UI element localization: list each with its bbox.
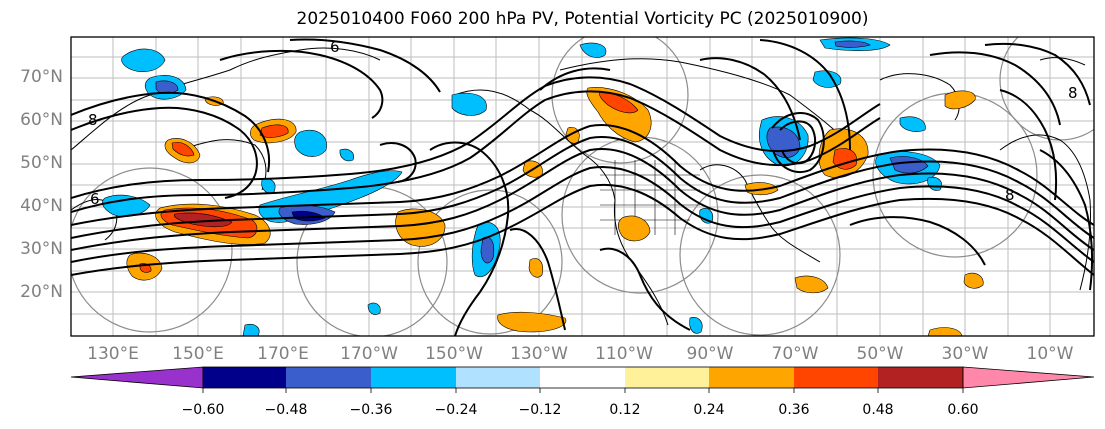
colorbar-segment bbox=[625, 367, 709, 388]
colorbar-segment bbox=[540, 367, 625, 388]
anomaly-neg-aleutian-small bbox=[339, 148, 354, 162]
contour-label: 8 bbox=[1005, 186, 1015, 204]
lon-label: 150°E bbox=[172, 344, 224, 364]
anomaly-neg-west-pacific-small bbox=[261, 178, 276, 194]
anomaly-neg-canada bbox=[579, 42, 607, 58]
lon-label: 170°W bbox=[340, 344, 398, 364]
lon-label: 90°W bbox=[686, 344, 734, 364]
contour-label: 6 bbox=[330, 38, 340, 56]
colorbar-segment bbox=[286, 367, 371, 388]
anomaly-greenland bbox=[944, 90, 976, 110]
lon-label: 70°W bbox=[771, 344, 819, 364]
anomaly-neg-mid-atlantic bbox=[927, 177, 942, 191]
colorbar-tick-label: 0.12 bbox=[609, 402, 641, 418]
negative-pv-anomalies bbox=[102, 37, 942, 336]
anomaly-neg-caribbean bbox=[689, 317, 703, 334]
anomaly-mexico bbox=[528, 258, 543, 278]
contour-labels: 8 6 6 8 8 bbox=[88, 38, 1078, 208]
anomaly-jet-west-dark bbox=[174, 212, 233, 228]
colorbar-tick-label: 0.48 bbox=[862, 402, 894, 418]
colorbar-segment bbox=[794, 367, 878, 388]
lat-label: 40°N bbox=[20, 196, 63, 216]
anomaly-neg-gulf-alaska bbox=[451, 92, 487, 116]
anomaly-neg-pacific-dark bbox=[291, 210, 326, 222]
range-circles bbox=[71, 37, 1094, 336]
lat-label: 70°N bbox=[20, 67, 63, 87]
colorbar-tick-label: 0.24 bbox=[693, 402, 725, 418]
lat-label: 50°N bbox=[20, 153, 63, 173]
colorbar-tick-label: −0.12 bbox=[518, 402, 562, 418]
anomaly-neg-north-atlantic-core bbox=[889, 156, 929, 174]
colorbar-segment bbox=[371, 367, 456, 388]
colorbar-tick-label: −0.36 bbox=[349, 402, 393, 418]
lon-label: 170°E bbox=[257, 344, 309, 364]
lon-label: 10°W bbox=[1026, 344, 1074, 364]
anomaly-neg-kamchatka-core bbox=[155, 80, 179, 94]
colorbar-segment bbox=[456, 367, 540, 388]
anomaly-caribbean bbox=[794, 275, 829, 294]
anomaly-gulf bbox=[617, 215, 651, 242]
lon-label: 30°W bbox=[941, 344, 989, 364]
map-title: 2025010400 F060 200 hPa PV, Potential Vo… bbox=[296, 9, 869, 29]
lon-label: 110°W bbox=[595, 344, 653, 364]
anomaly-neg-subtropic bbox=[367, 302, 381, 315]
contour-label: 6 bbox=[90, 190, 100, 208]
anomaly-neg-bering bbox=[294, 129, 327, 157]
anomaly-neg-arctic-top-core bbox=[834, 40, 871, 48]
coastlines bbox=[71, 47, 1091, 326]
anomaly-baja bbox=[497, 311, 567, 333]
lon-label: 50°W bbox=[856, 344, 904, 364]
anomaly-neg-east-pacific-core bbox=[480, 236, 495, 264]
colorbar-tick-label: −0.60 bbox=[181, 402, 225, 418]
lat-label: 30°N bbox=[20, 239, 63, 259]
anomaly-neg-siberia bbox=[121, 48, 166, 73]
lon-label: 130°W bbox=[510, 344, 568, 364]
colorbar bbox=[70, 366, 1095, 393]
lat-label: 60°N bbox=[20, 110, 63, 130]
map-frame bbox=[70, 36, 1095, 337]
contour-label: 8 bbox=[1068, 84, 1078, 102]
lat-label: 20°N bbox=[20, 282, 63, 302]
colorbar-segment bbox=[878, 367, 963, 388]
anomaly-neg-bottom bbox=[242, 323, 260, 336]
colorbar-extend-left bbox=[70, 366, 204, 389]
anomaly-hudson-core bbox=[599, 91, 639, 114]
colorbar-tick-label: 0.36 bbox=[778, 402, 810, 418]
lon-label: 130°E bbox=[87, 344, 139, 364]
colorbar-tick-label: −0.48 bbox=[264, 402, 308, 418]
anomaly-azores bbox=[963, 272, 984, 289]
colorbar-extend-right bbox=[962, 366, 1095, 389]
anomaly-neg-greenland-south bbox=[899, 116, 926, 132]
colorbar-tick-label: 0.60 bbox=[947, 402, 979, 418]
anomaly-okhotsk-core bbox=[171, 142, 195, 157]
colorbar-segment bbox=[709, 367, 794, 388]
anomaly-east-atlantic bbox=[927, 327, 963, 336]
state-boundaries bbox=[600, 160, 700, 235]
colorbar-segment bbox=[203, 367, 286, 388]
lon-label: 150°W bbox=[425, 344, 483, 364]
pv-contours bbox=[71, 38, 1094, 336]
contour-label: 8 bbox=[88, 111, 98, 129]
colorbar-tick-label: −0.24 bbox=[434, 402, 478, 418]
